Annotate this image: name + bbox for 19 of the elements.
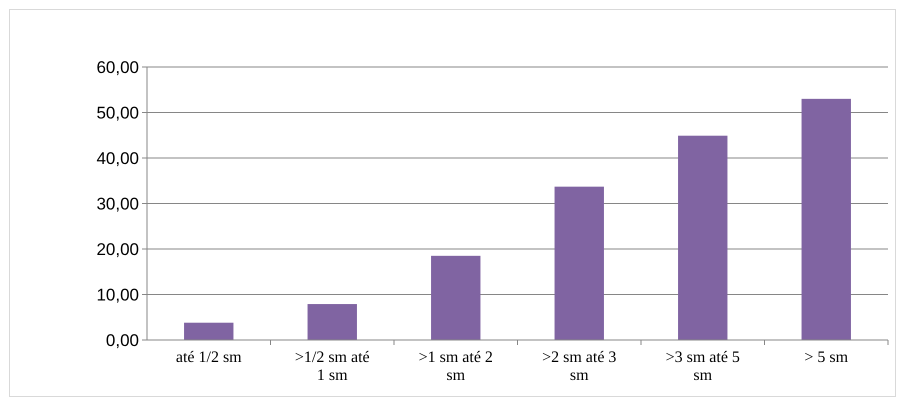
y-tick-label: 40,00 (96, 148, 139, 168)
bar (308, 304, 357, 340)
y-tick-label: 0,00 (106, 330, 139, 350)
bar (431, 256, 480, 340)
bar (554, 186, 604, 340)
y-tick-label: 60,00 (96, 58, 139, 77)
y-tick-label: 30,00 (96, 194, 139, 214)
x-tick-label: > 5 sm (804, 349, 849, 366)
x-tick-label: até 1/2 sm (176, 349, 242, 366)
y-tick-label: 10,00 (96, 285, 139, 304)
x-tick-label: >1/2 sm até 1 sm (294, 349, 370, 384)
bar (678, 136, 728, 340)
bar (184, 322, 234, 340)
bar (802, 98, 851, 340)
y-tick-label: 50,00 (96, 103, 139, 122)
y-tick-label: 20,00 (96, 240, 139, 259)
x-tick-label: >3 sm até 5 sm (666, 349, 740, 384)
x-tick-label: >1 sm até 2 sm (418, 349, 493, 384)
x-tick-label: >2 sm até 3 sm (542, 349, 616, 384)
